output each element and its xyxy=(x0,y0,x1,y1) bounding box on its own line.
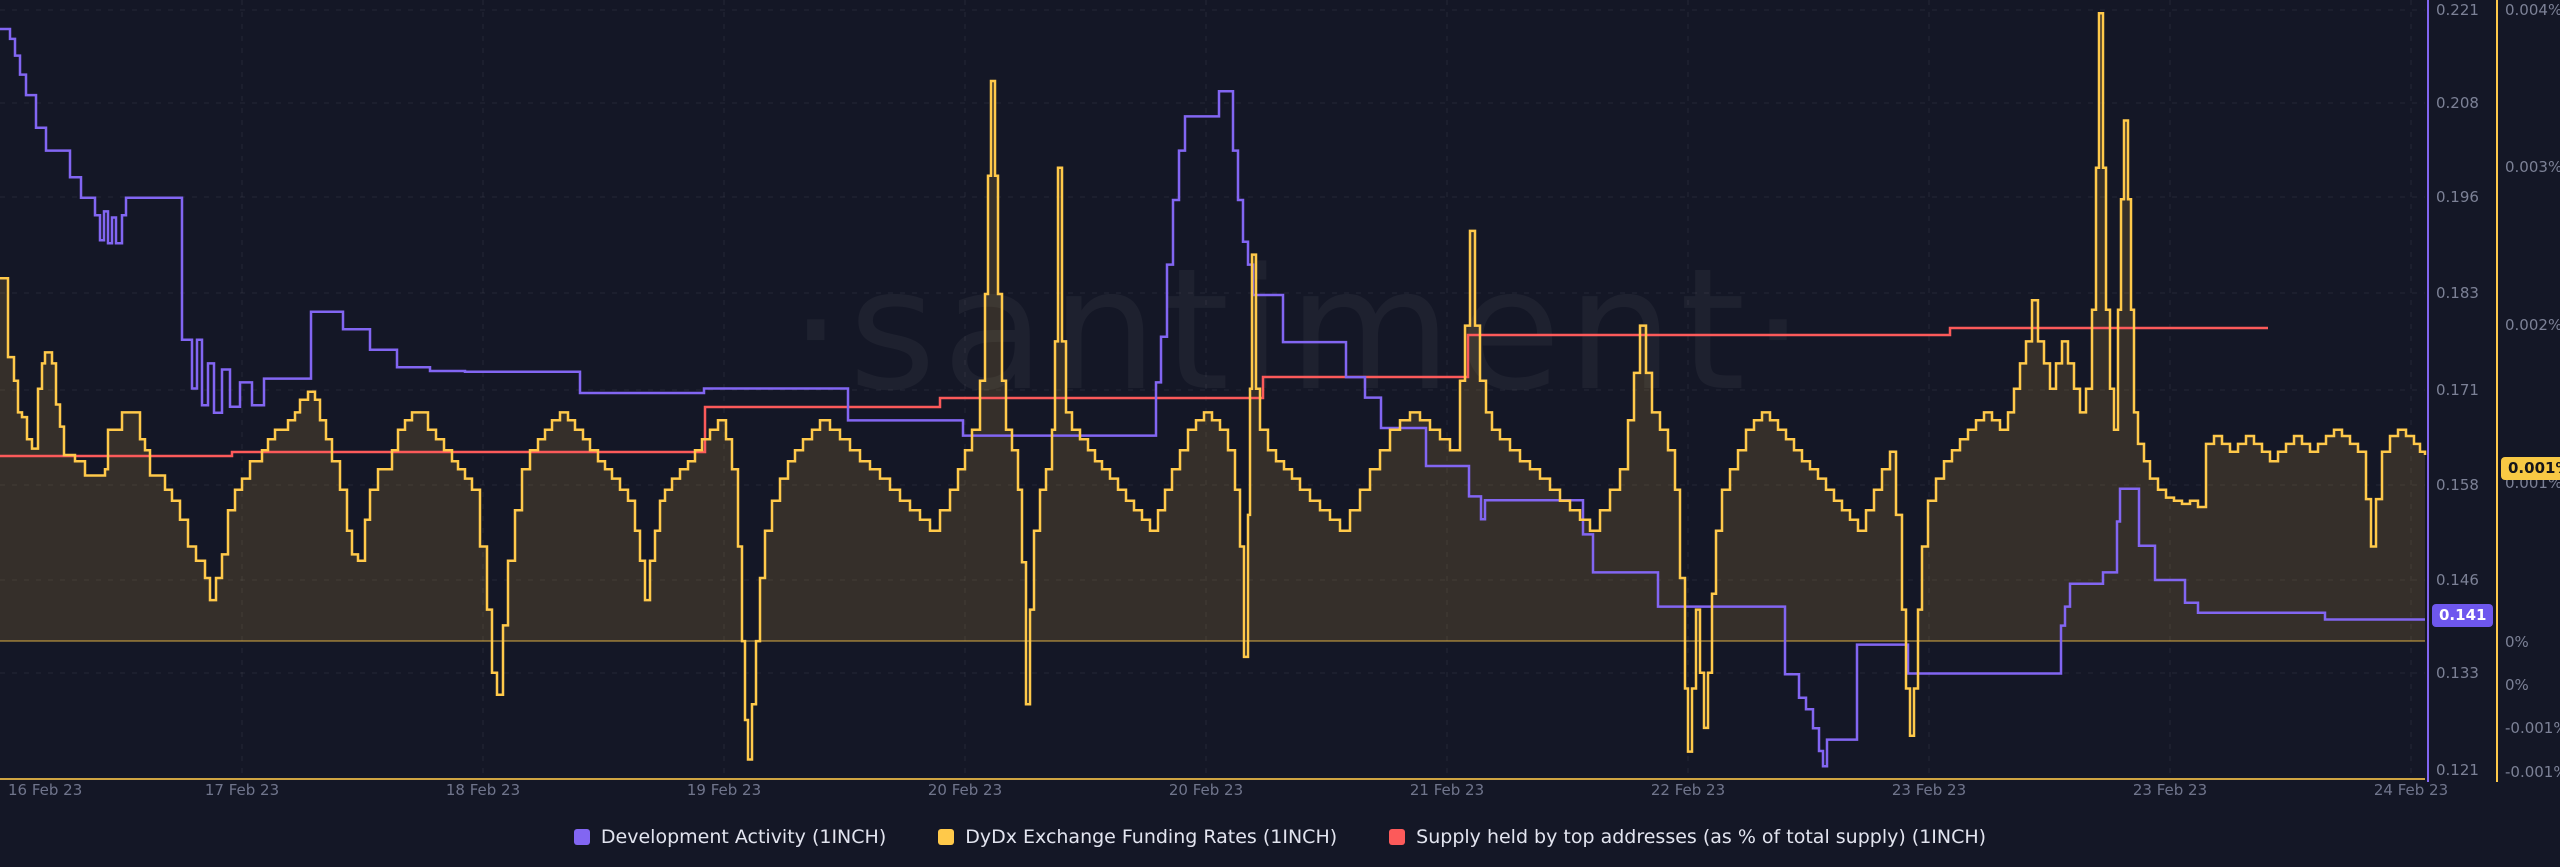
x-axis-date-label: 16 Feb 23 xyxy=(8,781,83,799)
funding-axis-tick-label: 0.002% xyxy=(2505,316,2560,334)
funding-rate-area-fill xyxy=(0,13,2425,641)
funding-axis-tick-label: 0% xyxy=(2505,633,2529,651)
legend-item-0[interactable]: Development Activity (1INCH) xyxy=(573,826,887,848)
x-axis-date-label: 23 Feb 23 xyxy=(2132,781,2208,799)
funding-axis-tick-label: 0.004% xyxy=(2505,1,2560,19)
legend-item-1[interactable]: DyDx Exchange Funding Rates (1INCH) xyxy=(938,826,1337,848)
legend-swatch-icon xyxy=(938,829,955,845)
santiment-watermark: ·santiment· xyxy=(789,232,1811,428)
dev-axis-tick-label: 0.133 xyxy=(2436,664,2479,682)
x-axis-date-label: 23 Feb 23 xyxy=(1891,781,1967,799)
x-axis-date-label: 21 Feb 23 xyxy=(1409,781,1485,799)
development-activity-line[interactable] xyxy=(0,27,2425,768)
supply-top-addresses-line[interactable] xyxy=(0,326,2268,458)
legend-item-label: Development Activity (1INCH) xyxy=(600,826,887,848)
x-axis-date-label: 24 Feb 23 xyxy=(2373,781,2449,799)
funding-axis-tick-label: -0.001% xyxy=(2505,719,2560,737)
dev-axis-tick-label: 0.208 xyxy=(2436,94,2479,112)
dev-axis-tick-label: 0.146 xyxy=(2436,571,2479,589)
x-axis-date-label: 22 Feb 23 xyxy=(1650,781,1726,799)
x-axis-date-label: 19 Feb 23 xyxy=(686,781,762,799)
x-axis-date-label: 20 Feb 23 xyxy=(1168,781,1244,799)
funding-axis-tick-label: 0.003% xyxy=(2505,158,2560,176)
x-axis-date-label: 20 Feb 23 xyxy=(927,781,1003,799)
legend-item-2[interactable]: Supply held by top addresses (as % of to… xyxy=(1389,826,1986,848)
chart-legend: Development Activity (1INCH) DyDx Exchang… xyxy=(0,826,2560,848)
dev-axis-tick-label: 0.183 xyxy=(2436,284,2479,302)
dev-axis-tick-label: 0.196 xyxy=(2436,188,2479,206)
legend-swatch-icon xyxy=(1389,829,1406,845)
dev-activity-current-value-badge: 0.141 xyxy=(2432,604,2494,627)
funding-rate-current-value-badge: 0.001% xyxy=(2501,457,2560,480)
legend-item-label: Supply held by top addresses (as % of to… xyxy=(1416,826,1987,848)
x-axis-date-label: 18 Feb 23 xyxy=(445,781,521,799)
dev-axis-tick-label: 0.158 xyxy=(2436,476,2479,494)
dev-axis-tick-label: 0.121 xyxy=(2436,761,2479,779)
funding-axis-tick-label: -0.001% xyxy=(2505,763,2560,781)
dev-axis-tick-label: 0.171 xyxy=(2436,381,2479,399)
x-axis-date-label: 17 Feb 23 xyxy=(204,781,280,799)
funding-rates-line[interactable] xyxy=(0,11,2427,761)
funding-axis-tick-label: 0% xyxy=(2505,676,2529,694)
legend-item-label: DyDx Exchange Funding Rates (1INCH) xyxy=(965,826,1338,848)
legend-swatch-icon xyxy=(573,829,590,845)
dev-axis-tick-label: 0.221 xyxy=(2436,1,2479,19)
